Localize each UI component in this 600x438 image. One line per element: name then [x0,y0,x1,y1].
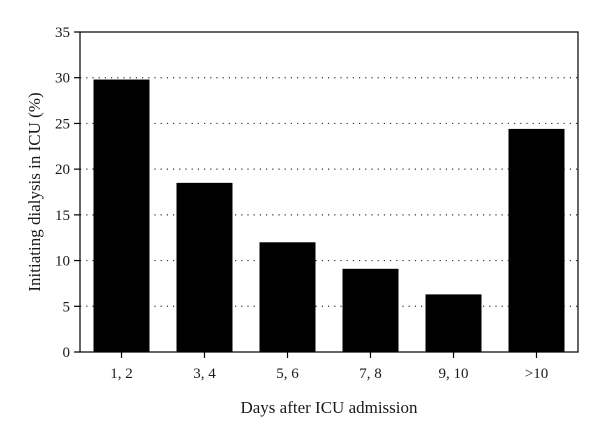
bar [508,128,565,352]
bar [176,182,233,352]
y-axis-ticks: 0 5 10 15 20 25 30 35 [55,25,80,361]
plot-frame [79,31,579,353]
bars [93,79,565,353]
y-tick-label: 15 [55,208,70,224]
y-tick-label: 10 [55,254,70,270]
y-axis-label: Initiating dialysis in ICU (%) [25,92,44,291]
x-axis-label: Days after ICU admission [240,398,418,417]
x-tick-label: 5, 6 [276,366,299,382]
bar [342,268,399,352]
x-axis-ticks: 1, 2 3, 4 5, 6 7, 8 9, 10 >10 [110,352,548,382]
bar [259,242,316,352]
y-tick-label: 20 [55,162,70,178]
bar [425,294,482,352]
y-tick-label: 5 [63,299,71,315]
x-tick-label: 1, 2 [110,366,133,382]
y-tick-label: 25 [55,116,70,132]
x-tick-label: 3, 4 [193,366,216,382]
x-tick-label: 9, 10 [439,366,469,382]
bar [93,79,150,353]
y-tick-label: 35 [55,25,70,41]
x-tick-label: >10 [525,366,548,382]
y-tick-label: 0 [63,345,71,361]
x-tick-label: 7, 8 [359,366,382,382]
gridlines [80,77,578,307]
y-tick-label: 30 [55,71,70,87]
